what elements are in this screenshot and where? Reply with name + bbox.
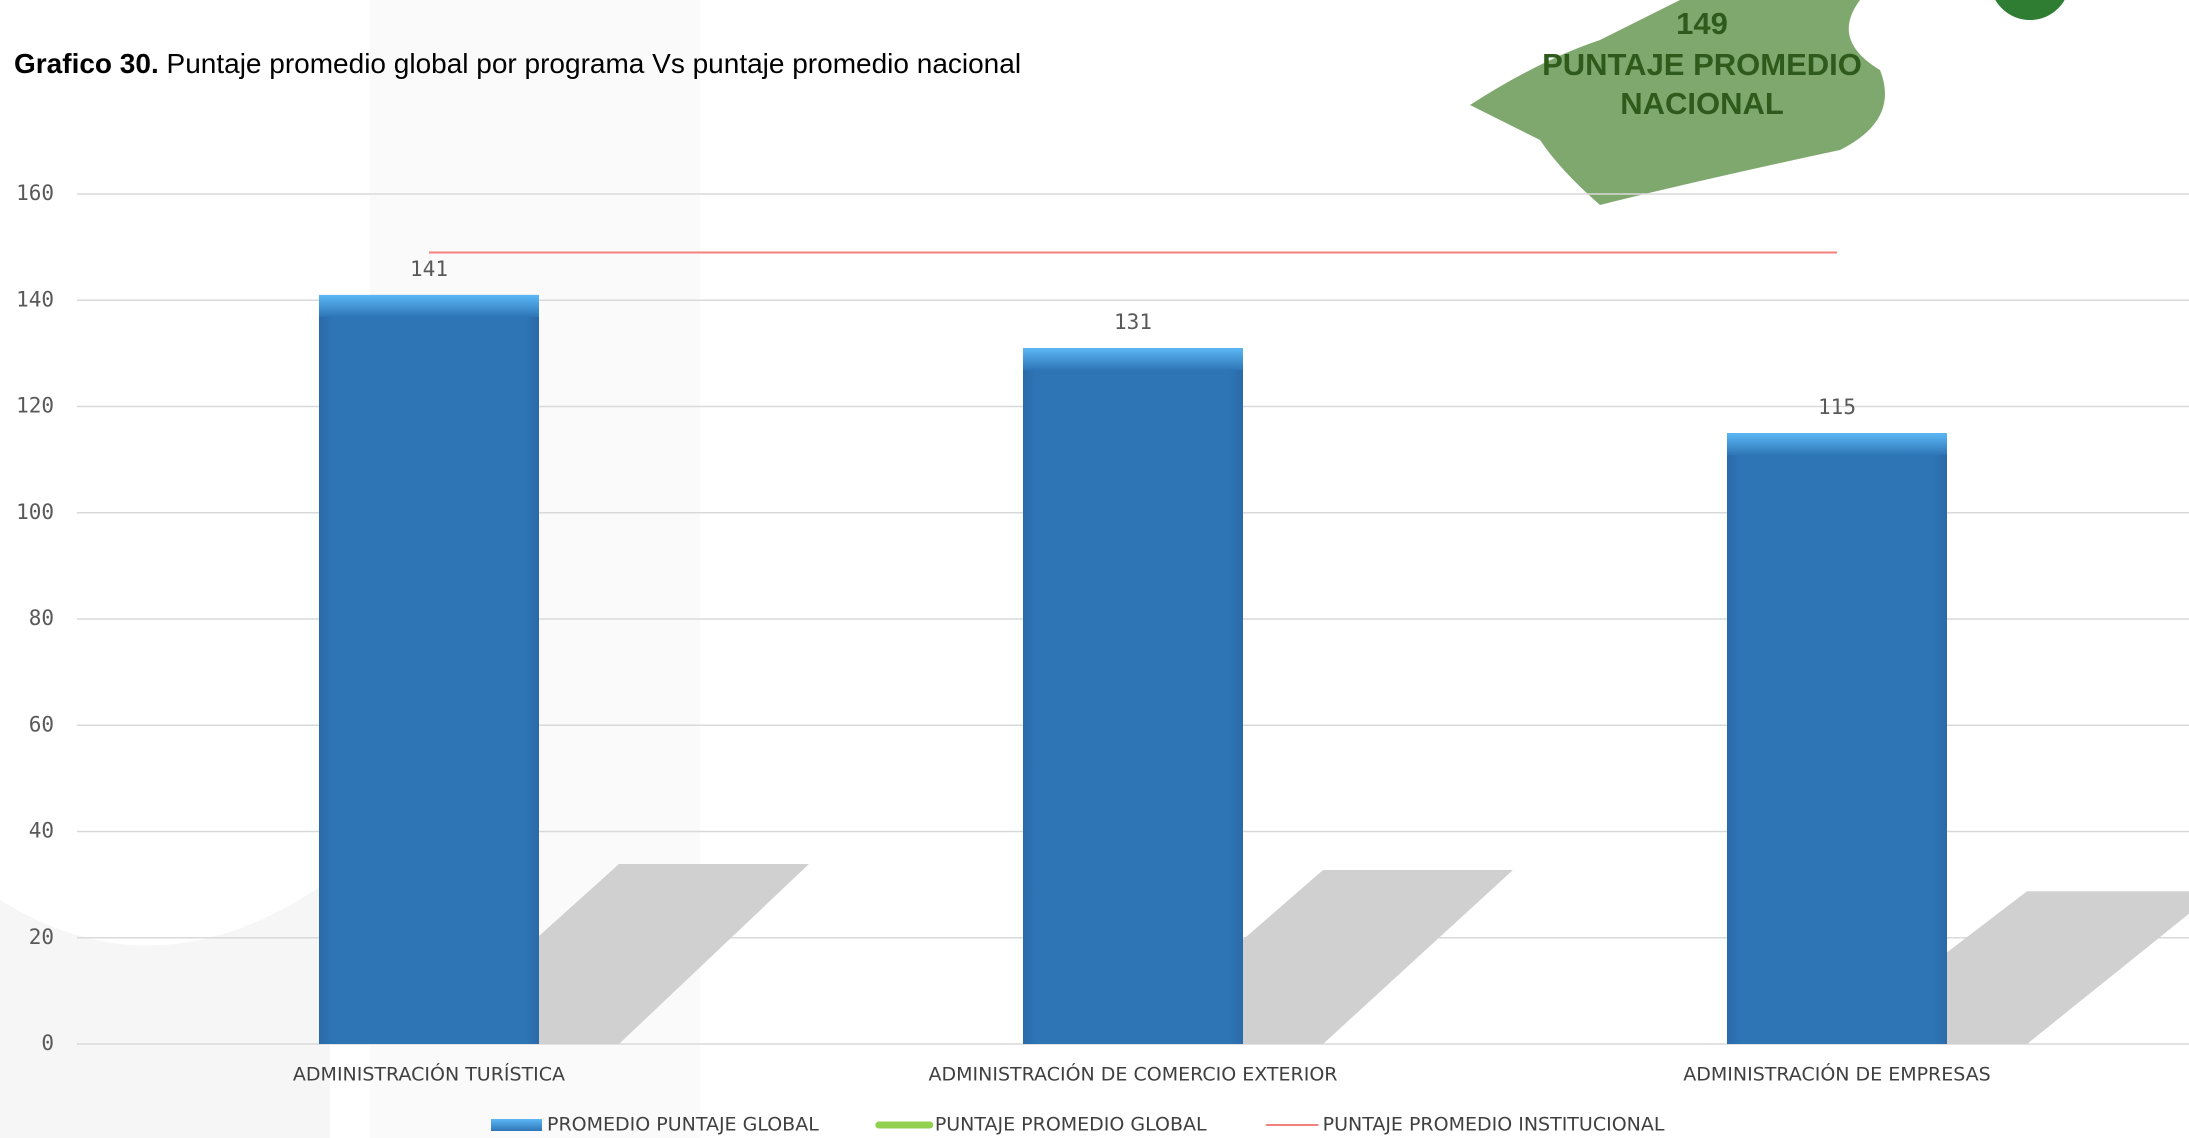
bar-bevel	[1023, 348, 1243, 371]
value-label: 131	[1114, 310, 1152, 334]
bar	[1727, 433, 1947, 1044]
bar-bevel	[319, 294, 539, 317]
title: Puntaje promedio global por programa Vs …	[167, 48, 1022, 79]
legend-swatch	[491, 1119, 542, 1131]
y-tick-label: 160	[16, 181, 54, 205]
y-tick-label: 20	[29, 925, 54, 949]
background-curve	[0, 880, 330, 1138]
y-tick-label: 140	[16, 287, 54, 311]
badge-line: NACIONAL	[1620, 86, 1784, 121]
y-tick-label: 40	[29, 819, 54, 843]
y-tick-label: 0	[41, 1031, 54, 1055]
logo	[1995, 0, 2065, 20]
badge-value: 149	[1676, 6, 1728, 41]
y-tick-label: 120	[16, 394, 54, 418]
x-tick-label: ADMINISTRACIÓN DE COMERCIO EXTERIOR	[929, 1062, 1338, 1086]
y-tick-label: 60	[29, 712, 54, 736]
y-tick-label: 80	[29, 606, 54, 630]
badge-line: PUNTAJE PROMEDIO	[1542, 47, 1862, 82]
legend-label: PROMEDIO PUNTAJE GLOBAL	[547, 1114, 819, 1136]
bar-bevel	[1727, 433, 1947, 456]
legend-label: PUNTAJE PROMEDIO GLOBAL	[935, 1114, 1207, 1136]
bar-shadow	[1243, 870, 1513, 1044]
x-tick-label: ADMINISTRACIÓN DE EMPRESAS	[1683, 1062, 1991, 1086]
bar-shadow	[1947, 891, 2189, 1044]
value-label: 115	[1818, 395, 1856, 419]
bar	[319, 294, 539, 1044]
badge-brush	[1470, 0, 1885, 205]
badge: 149 PUNTAJE PROMEDIO NACIONAL	[1542, 6, 1862, 121]
label: Grafico 30.	[14, 48, 159, 79]
legend: PROMEDIO PUNTAJE GLOBAL PUNTAJE PROMEDIO …	[491, 1114, 1665, 1136]
x-tick-label: ADMINISTRACIÓN TURÍSTICA	[293, 1062, 565, 1086]
chart-label: Grafico 30. Puntaje promedio global por …	[14, 48, 1021, 79]
value-label: 141	[410, 257, 448, 281]
legend-label: PUNTAJE PROMEDIO INSTITUCIONAL	[1323, 1114, 1665, 1136]
bar-shadow	[539, 864, 809, 1044]
bar	[1023, 348, 1243, 1044]
y-tick-label: 100	[16, 500, 54, 524]
